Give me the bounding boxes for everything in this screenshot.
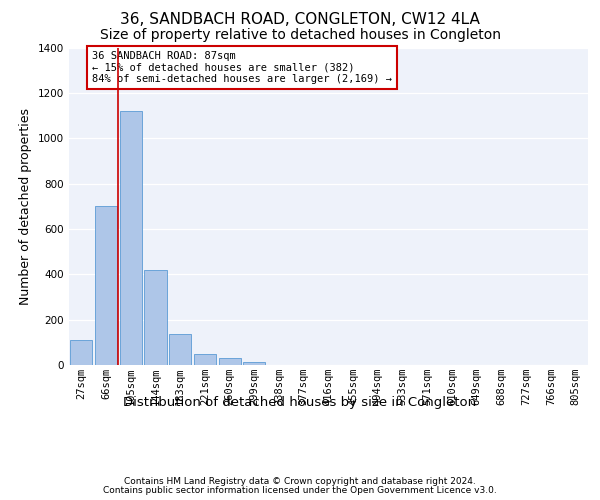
Text: Distribution of detached houses by size in Congleton: Distribution of detached houses by size … (124, 396, 476, 409)
Text: Contains public sector information licensed under the Open Government Licence v3: Contains public sector information licen… (103, 486, 497, 495)
Bar (243, 362, 265, 365)
Y-axis label: Number of detached properties: Number of detached properties (19, 108, 32, 304)
Bar (70, 340, 92, 365)
Bar (95, 206, 117, 365)
Text: 36, SANDBACH ROAD, CONGLETON, CW12 4LA: 36, SANDBACH ROAD, CONGLETON, CW12 4LA (120, 12, 480, 28)
Bar (145, 270, 167, 365)
Text: 36 SANDBACH ROAD: 87sqm
← 15% of detached houses are smaller (382)
84% of semi-d: 36 SANDBACH ROAD: 87sqm ← 15% of detache… (92, 51, 392, 84)
Bar (218, 358, 241, 365)
Bar (169, 334, 191, 365)
Text: Contains HM Land Registry data © Crown copyright and database right 2024.: Contains HM Land Registry data © Crown c… (124, 477, 476, 486)
Bar (119, 111, 142, 365)
Bar (194, 354, 216, 365)
Text: Size of property relative to detached houses in Congleton: Size of property relative to detached ho… (100, 28, 500, 42)
